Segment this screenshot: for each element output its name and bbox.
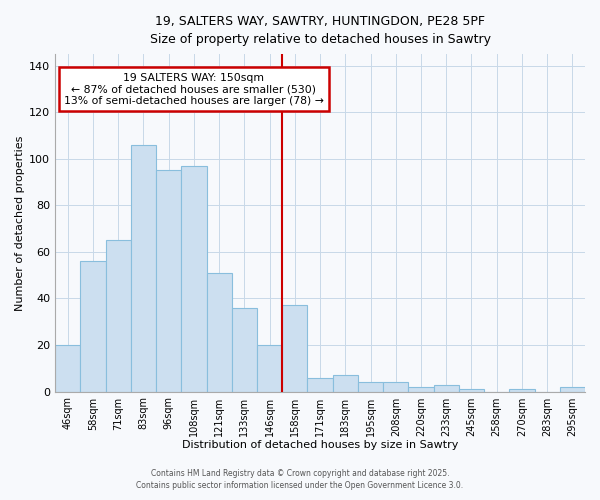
Y-axis label: Number of detached properties: Number of detached properties	[15, 135, 25, 310]
Bar	[80, 262, 106, 392]
Bar	[131, 145, 156, 392]
Bar	[181, 166, 206, 392]
Bar	[560, 387, 585, 392]
Bar	[383, 382, 409, 392]
Bar	[206, 273, 232, 392]
Bar	[257, 345, 282, 392]
Bar	[509, 390, 535, 392]
Bar	[55, 345, 80, 392]
Bar	[332, 376, 358, 392]
Bar	[106, 240, 131, 392]
Bar	[282, 306, 307, 392]
Bar	[459, 390, 484, 392]
Bar	[156, 170, 181, 392]
Text: Contains HM Land Registry data © Crown copyright and database right 2025.
Contai: Contains HM Land Registry data © Crown c…	[136, 468, 464, 490]
Bar	[434, 384, 459, 392]
Bar	[307, 378, 332, 392]
Bar	[358, 382, 383, 392]
Text: 19 SALTERS WAY: 150sqm
← 87% of detached houses are smaller (530)
13% of semi-de: 19 SALTERS WAY: 150sqm ← 87% of detached…	[64, 72, 324, 106]
Bar	[409, 387, 434, 392]
X-axis label: Distribution of detached houses by size in Sawtry: Distribution of detached houses by size …	[182, 440, 458, 450]
Title: 19, SALTERS WAY, SAWTRY, HUNTINGDON, PE28 5PF
Size of property relative to detac: 19, SALTERS WAY, SAWTRY, HUNTINGDON, PE2…	[149, 15, 491, 46]
Bar	[232, 308, 257, 392]
